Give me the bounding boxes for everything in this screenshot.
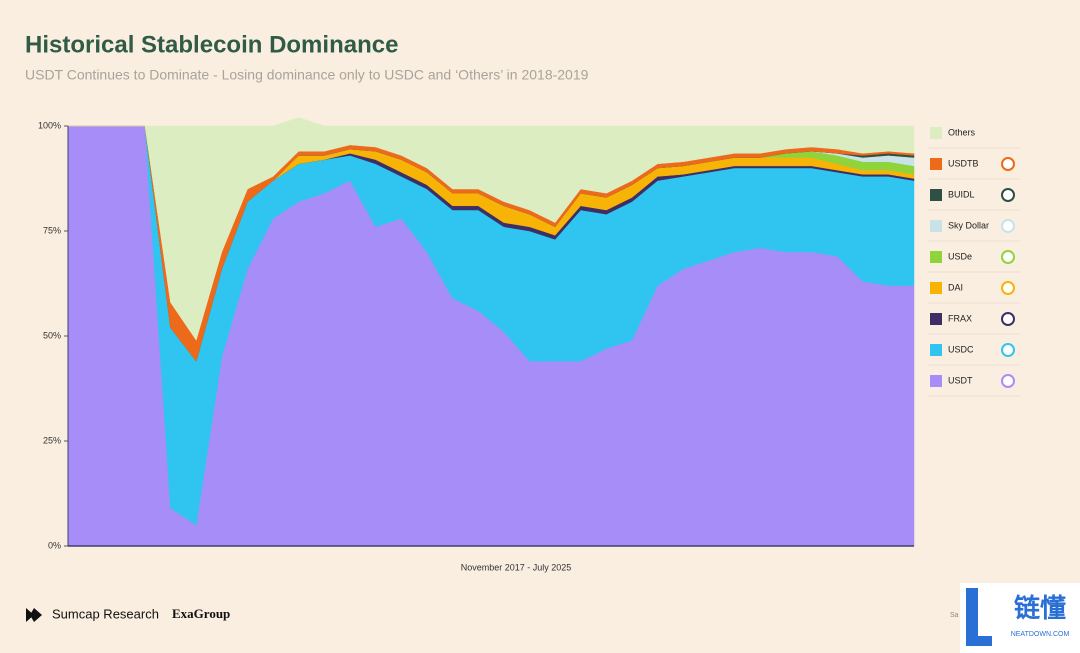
legend-label: USDC xyxy=(948,344,974,354)
y-tick-label: 75% xyxy=(43,225,61,235)
legend-label: Sky Dollar xyxy=(948,220,989,230)
legend-swatch xyxy=(930,282,942,294)
footer-left: Sumcap Research xyxy=(52,606,159,621)
chart-title: Historical Stablecoin Dominance xyxy=(25,31,398,58)
chart-subtitle: USDT Continues to Dominate - Losing domi… xyxy=(25,67,589,83)
legend-label: Others xyxy=(948,127,976,137)
legend-swatch xyxy=(930,189,942,201)
legend-icon xyxy=(1001,281,1015,295)
legend-label: DAI xyxy=(948,282,963,292)
legend-label: USDT xyxy=(948,375,973,385)
watermark-url: NEATDOWN.COM xyxy=(1011,631,1070,638)
plot-area xyxy=(67,117,915,547)
legend-swatch xyxy=(930,158,942,170)
legend-swatch xyxy=(930,375,942,387)
watermark-icon xyxy=(966,588,992,646)
legend-label: BUIDL xyxy=(948,189,975,199)
y-tick-label: 50% xyxy=(43,330,61,340)
y-tick-label: 25% xyxy=(43,435,61,445)
legend-icon xyxy=(1001,157,1015,171)
legend-swatch xyxy=(930,251,942,263)
legend-swatch xyxy=(930,344,942,356)
footer-right: ExaGroup xyxy=(172,606,230,621)
legend-label: USDTB xyxy=(948,158,979,168)
legend-swatch xyxy=(930,220,942,232)
legend-icon xyxy=(1001,374,1015,388)
legend-icon xyxy=(1001,312,1015,326)
y-tick-label: 0% xyxy=(48,540,61,550)
watermark: 链懂 xyxy=(1014,593,1066,623)
y-tick-label: 100% xyxy=(38,120,61,130)
legend: Others USDTB BUIDL Sky Dollar USDe DAI FRAX USD… xyxy=(928,127,1020,397)
legend-swatch xyxy=(930,313,942,325)
legend-icon xyxy=(1001,188,1015,202)
legend-icon xyxy=(1001,219,1015,233)
x-axis-label: November 2017 - July 2025 xyxy=(461,562,572,572)
logo xyxy=(26,608,42,622)
legend-icon xyxy=(1001,250,1015,264)
legend-label: FRAX xyxy=(948,313,972,323)
legend-swatch xyxy=(930,127,942,139)
legend-icon xyxy=(1001,343,1015,357)
area xyxy=(68,117,915,341)
footer-source: Sa xyxy=(950,612,959,619)
legend-label: USDe xyxy=(948,251,972,261)
